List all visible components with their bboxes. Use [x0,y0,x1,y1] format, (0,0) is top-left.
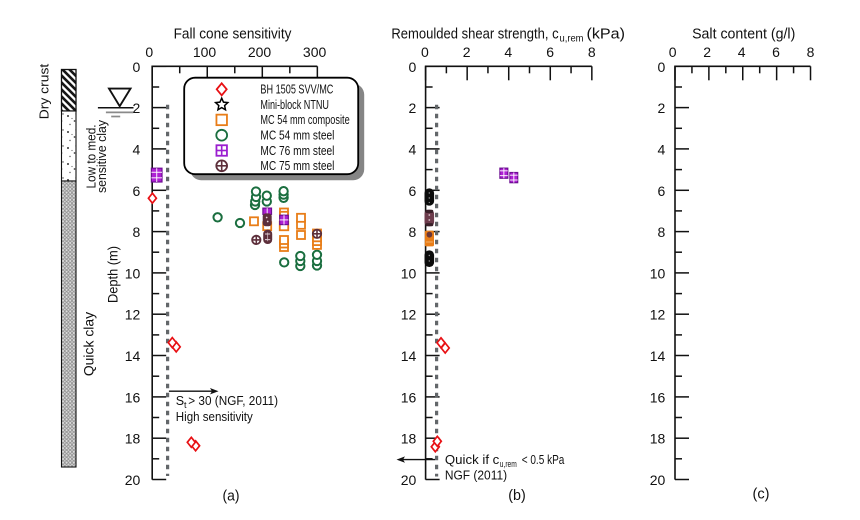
svg-text:6: 6 [409,183,417,199]
svg-text:sensitive clay: sensitive clay [95,119,109,193]
svg-text:2: 2 [658,100,666,116]
svg-text:0: 0 [145,44,153,60]
svg-text:18: 18 [401,431,417,447]
svg-text:20: 20 [650,472,666,488]
svg-text:0: 0 [133,59,141,75]
svg-text:S: S [176,394,184,408]
svg-text:Remoulded shear strength, c: Remoulded shear strength, c [391,25,559,42]
svg-text:Low to med.: Low to med. [84,125,98,189]
svg-text:16: 16 [650,389,666,405]
svg-text:10: 10 [401,265,417,281]
svg-text:10: 10 [125,265,141,281]
svg-text:16: 16 [401,389,417,405]
svg-text:0: 0 [409,59,417,75]
svg-text:(b): (b) [508,487,526,504]
svg-text:2: 2 [133,100,141,116]
svg-text:NGF (2011): NGF (2011) [445,469,507,483]
svg-text:Salt content (g/l): Salt content (g/l) [692,26,795,43]
svg-text:MC 75 mm steel: MC 75 mm steel [260,159,334,173]
svg-text:Quick if c: Quick if c [445,453,499,467]
svg-text:6: 6 [658,183,666,199]
svg-text:14: 14 [650,348,666,364]
svg-text:Mini-block NTNU: Mini-block NTNU [260,98,329,112]
svg-text:10: 10 [650,265,666,281]
svg-text:Quick clay: Quick clay [81,312,96,377]
svg-text:MC 54 mm composite: MC 54 mm composite [260,113,349,127]
svg-text:2: 2 [409,100,417,116]
svg-text:18: 18 [125,431,141,447]
svg-text:6: 6 [546,44,554,60]
svg-text:Depth (m): Depth (m) [105,246,120,303]
svg-text:0: 0 [658,59,666,75]
svg-text:16: 16 [125,389,141,405]
svg-text:0: 0 [669,44,677,60]
svg-text:6: 6 [133,183,141,199]
svg-text:4: 4 [409,141,417,157]
svg-text:2: 2 [703,44,711,60]
svg-text:18: 18 [650,431,666,447]
svg-text:4: 4 [658,141,666,157]
svg-text:6: 6 [772,44,780,60]
svg-text:8: 8 [133,224,141,240]
svg-text:u,rem: u,rem [560,33,584,45]
svg-text:200: 200 [248,44,272,60]
svg-text:100: 100 [193,44,217,60]
svg-text:8: 8 [658,224,666,240]
svg-text:t: t [184,400,187,410]
svg-text:Fall cone sensitivity: Fall cone sensitivity [174,25,292,42]
svg-text:(kPa): (kPa) [587,25,626,42]
svg-text:< 0.5 kPa: < 0.5 kPa [522,453,565,467]
svg-text:(c): (c) [753,486,770,503]
svg-text:12: 12 [401,307,417,323]
svg-text:14: 14 [125,348,141,364]
svg-text:20: 20 [125,472,141,488]
svg-text:12: 12 [650,307,666,323]
svg-text:8: 8 [409,224,417,240]
svg-text:(a): (a) [223,488,240,505]
svg-text:300: 300 [303,44,327,60]
svg-text:8: 8 [588,44,596,60]
svg-text:12: 12 [125,307,141,323]
svg-text:High sensitivity: High sensitivity [176,410,254,424]
svg-text:4: 4 [133,141,141,157]
svg-text:4: 4 [738,44,746,60]
svg-text:8: 8 [807,44,815,60]
svg-text:2: 2 [463,44,471,60]
svg-text:u,rem: u,rem [500,459,517,469]
svg-text:Dry crust: Dry crust [36,63,51,119]
svg-text:MC 54 mm steel: MC 54 mm steel [260,129,334,143]
svg-text:MC 76 mm steel: MC 76 mm steel [260,144,334,158]
svg-text:20: 20 [401,472,417,488]
svg-text:4: 4 [504,44,512,60]
svg-text:BH 1505 SVV/MC: BH 1505 SVV/MC [260,83,333,97]
svg-text:0: 0 [421,44,429,60]
svg-text:14: 14 [401,348,417,364]
svg-text:> 30 (NGF, 2011): > 30 (NGF, 2011) [188,394,278,408]
